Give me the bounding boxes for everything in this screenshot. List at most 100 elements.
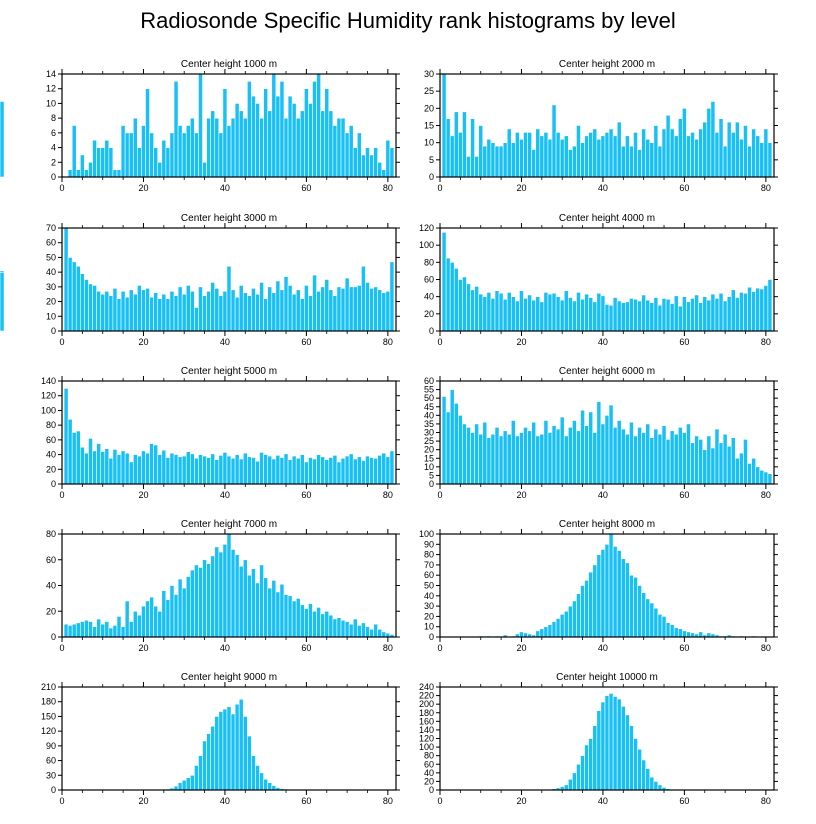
y-tick-label: 80	[46, 529, 56, 539]
bar	[145, 88, 150, 178]
bar	[299, 454, 305, 485]
bar	[551, 292, 557, 332]
bar	[251, 95, 256, 178]
bar	[661, 128, 667, 178]
bar	[373, 623, 378, 638]
y-tick-label: 0	[429, 632, 434, 642]
bar	[649, 437, 655, 485]
bar	[190, 569, 195, 638]
bar	[267, 782, 273, 791]
bar	[177, 578, 183, 638]
bar	[267, 455, 273, 485]
bar	[478, 433, 484, 485]
bar	[128, 289, 134, 332]
bar	[739, 292, 744, 332]
bar	[149, 596, 154, 638]
y-tick-label: 80	[424, 550, 434, 560]
bar	[75, 265, 81, 332]
bar	[547, 293, 553, 332]
x-tick-label: 20	[516, 183, 526, 193]
bar	[478, 293, 484, 332]
bar	[482, 145, 488, 178]
bar	[747, 286, 752, 332]
y-tick-label: 30	[424, 601, 434, 611]
bar	[198, 755, 203, 791]
bar	[112, 625, 118, 638]
bar	[629, 145, 634, 178]
bar	[157, 298, 163, 332]
bar	[486, 437, 492, 485]
bar	[669, 303, 675, 332]
bar	[698, 302, 704, 332]
y-tick-label: 120	[41, 726, 56, 736]
bar	[527, 294, 532, 332]
bar	[198, 567, 203, 638]
y-tick-label: 2	[51, 157, 56, 167]
bar	[356, 132, 362, 178]
bar	[267, 110, 273, 178]
bar	[539, 433, 545, 485]
bar	[0, 101, 5, 178]
bar	[116, 616, 122, 638]
x-tick-label: 0	[59, 643, 64, 653]
bar	[645, 598, 651, 638]
bar	[576, 292, 581, 332]
bar	[612, 297, 618, 332]
x-tick-label: 80	[383, 643, 393, 653]
bar	[584, 425, 589, 485]
bar	[263, 454, 268, 485]
bar	[657, 433, 663, 485]
bar	[198, 73, 203, 178]
bar	[637, 149, 642, 178]
bar	[385, 139, 391, 178]
bar	[767, 142, 773, 178]
bar	[498, 435, 504, 485]
y-tick-label: 40	[46, 581, 56, 591]
y-tick-label: 10	[46, 311, 56, 321]
bar	[543, 292, 549, 332]
x-tick-label: 0	[59, 796, 64, 806]
bar	[88, 438, 93, 485]
bar	[649, 602, 655, 638]
bar	[645, 299, 651, 332]
bar	[730, 132, 736, 178]
bar	[206, 563, 211, 638]
y-tick-label: 70	[424, 560, 434, 570]
bar	[486, 292, 492, 332]
y-tick-label: 40	[46, 267, 56, 277]
y-tick-label: 120	[419, 734, 434, 744]
x-tick-label: 20	[516, 643, 526, 653]
bar	[165, 599, 171, 638]
bar	[173, 81, 179, 178]
bar	[576, 593, 581, 638]
bar	[271, 292, 277, 332]
bar	[506, 433, 512, 485]
panel-title: Center height 8000 m	[559, 519, 655, 530]
bar	[714, 428, 720, 485]
bar	[198, 454, 203, 485]
bar	[108, 147, 114, 178]
bar	[161, 590, 167, 638]
bar	[637, 748, 642, 791]
y-tick-label: 30	[424, 428, 434, 438]
bar	[251, 755, 256, 791]
bar	[669, 128, 675, 178]
bar	[190, 774, 195, 791]
bar	[259, 772, 264, 791]
bar	[124, 296, 130, 332]
bar	[576, 125, 581, 178]
bar	[502, 430, 508, 485]
bar	[625, 301, 630, 332]
bar	[157, 454, 163, 485]
bar	[641, 294, 646, 332]
bar	[271, 580, 277, 638]
bar	[279, 81, 285, 178]
x-tick-label: 80	[383, 337, 393, 347]
bar	[247, 574, 252, 638]
bar	[137, 455, 142, 485]
bar	[580, 585, 585, 638]
bar	[287, 285, 293, 332]
bar	[320, 110, 326, 178]
bar	[255, 103, 260, 178]
bar	[637, 585, 642, 638]
